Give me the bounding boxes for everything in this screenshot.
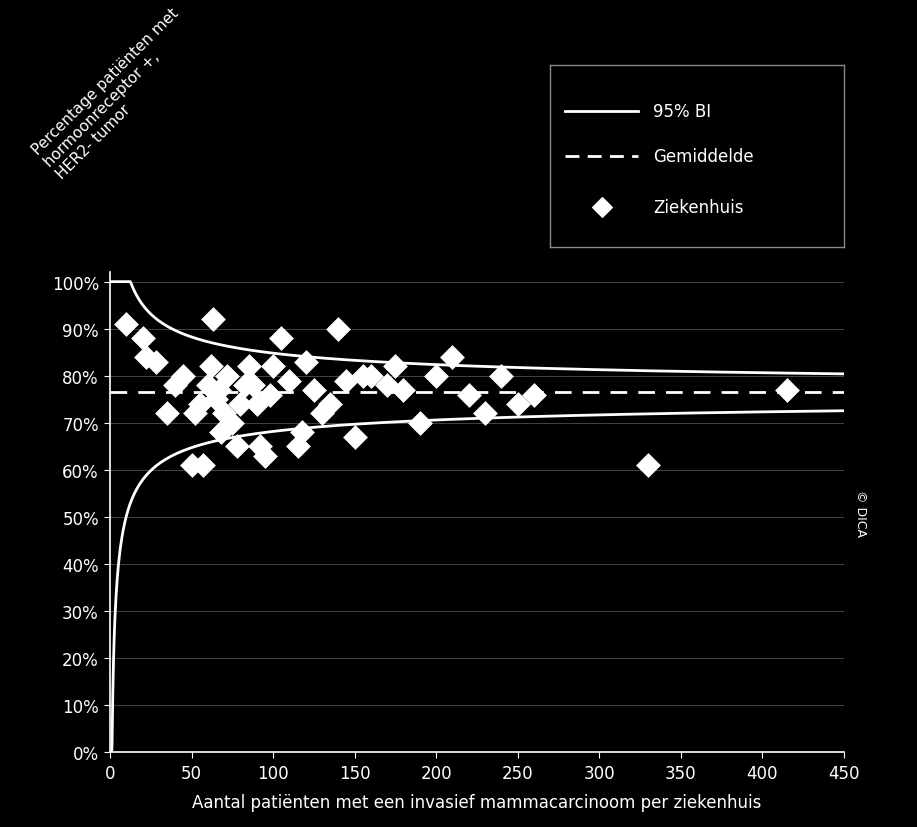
Point [176,370,191,383]
Point [195,459,210,472]
Point [445,351,459,364]
Point [380,379,394,392]
X-axis label: Aantal patiënten met een invasief mammacarcinoom per ziekenhuis: Aantal patiënten met een invasief mammac… [193,793,761,810]
Point [348,431,362,444]
Point [779,384,794,397]
Point [138,351,153,364]
Point [413,417,427,430]
Text: © DICA: © DICA [854,490,867,536]
Point [274,332,289,346]
Point [461,389,476,402]
Point [339,375,354,388]
Point [388,361,403,374]
Text: 95% BI: 95% BI [653,103,711,121]
Point [241,361,256,374]
Point [201,379,215,392]
Point [290,440,304,453]
Point [193,398,207,411]
Point [119,318,134,332]
Point [230,440,245,453]
Point [363,370,378,383]
Point [266,361,281,374]
Point [168,379,182,392]
Point [238,379,253,392]
Point [233,398,248,411]
Point [331,323,346,336]
Point [246,379,260,392]
Point [494,370,509,383]
Point [149,356,163,369]
Point [315,408,329,421]
Point [510,398,525,411]
Point [253,440,268,453]
Point [220,370,235,383]
Point [306,384,321,397]
Point [225,417,239,430]
Point [478,408,492,421]
Point [209,394,224,407]
Point [298,356,313,369]
Point [396,384,411,397]
Point [205,313,220,327]
Point [282,375,297,388]
Point [160,408,174,421]
Text: Percentage patiënten met
hormoonreceptor +,
HER2- tumor: Percentage patiënten met hormoonreceptor… [29,5,205,182]
Point [526,389,541,402]
Point [212,384,226,397]
Point [214,426,228,439]
Point [258,450,272,463]
Point [204,361,218,374]
Point [356,370,370,383]
Point [262,389,277,402]
Text: Ziekenhuis: Ziekenhuis [653,199,744,217]
Text: Gemiddelde: Gemiddelde [653,148,754,166]
Point [216,408,231,421]
Point [323,398,337,411]
Point [249,398,264,411]
Point [184,459,199,472]
Point [187,408,202,421]
Point [136,332,150,346]
Point [641,459,656,472]
Point [429,370,444,383]
Point [295,426,310,439]
